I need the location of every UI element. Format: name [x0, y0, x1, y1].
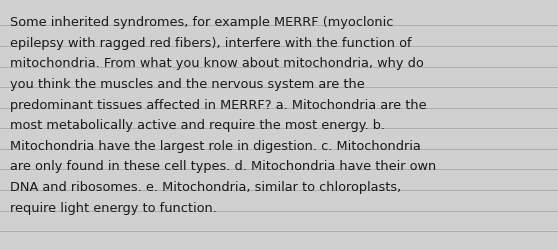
Text: are only found in these cell types. d. Mitochondria have their own: are only found in these cell types. d. M…	[10, 160, 436, 173]
Text: Some inherited syndromes, for example MERRF (myoclonic: Some inherited syndromes, for example ME…	[10, 16, 393, 29]
Text: predominant tissues affected in MERRF? a. Mitochondria are the: predominant tissues affected in MERRF? a…	[10, 98, 427, 111]
Text: you think the muscles and the nervous system are the: you think the muscles and the nervous sy…	[10, 78, 365, 91]
Text: most metabolically active and require the most energy. b.: most metabolically active and require th…	[10, 119, 385, 132]
Text: epilepsy with ragged red fibers), interfere with the function of: epilepsy with ragged red fibers), interf…	[10, 37, 412, 50]
Text: DNA and ribosomes. e. Mitochondria, similar to chloroplasts,: DNA and ribosomes. e. Mitochondria, simi…	[10, 180, 401, 193]
Text: require light energy to function.: require light energy to function.	[10, 201, 217, 214]
Text: mitochondria. From what you know about mitochondria, why do: mitochondria. From what you know about m…	[10, 57, 424, 70]
Text: Mitochondria have the largest role in digestion. c. Mitochondria: Mitochondria have the largest role in di…	[10, 139, 421, 152]
